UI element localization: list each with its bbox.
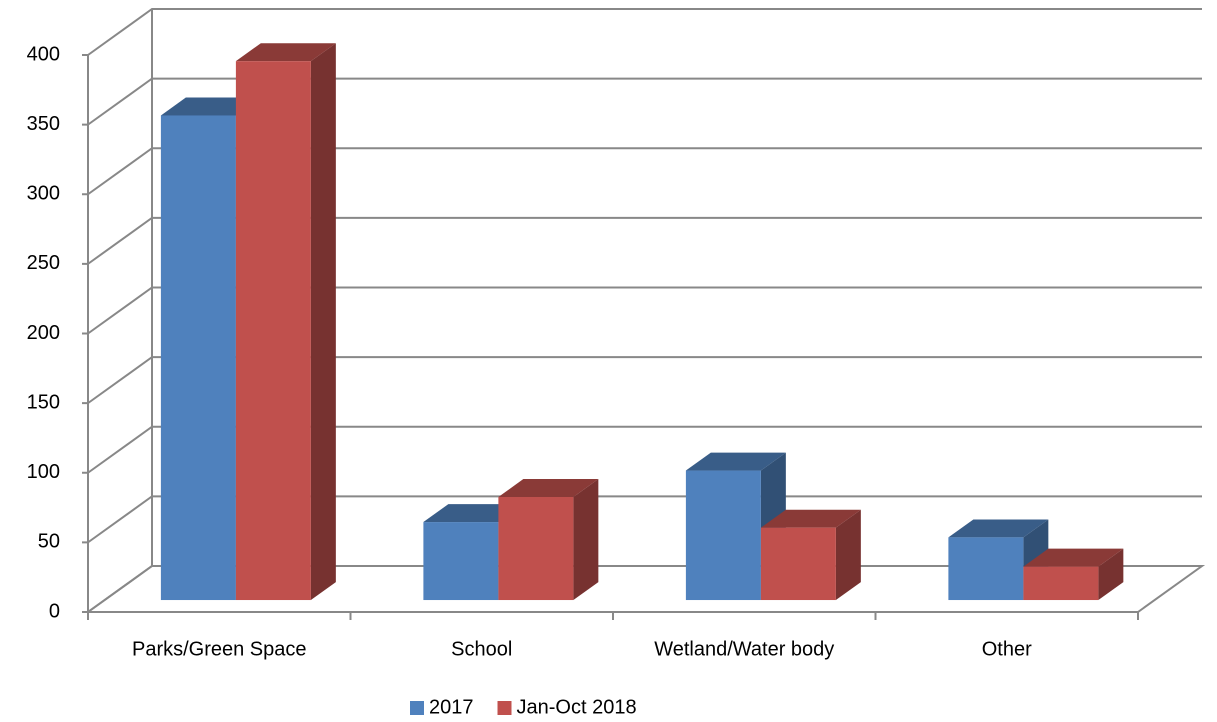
grid-line — [87, 425, 1202, 474]
y-tick-label: 0 — [49, 600, 60, 622]
y-tick-label: 300 — [27, 183, 60, 205]
legend-swatch — [497, 701, 512, 715]
bar-top — [498, 479, 599, 497]
bar — [498, 496, 574, 601]
y-tick-label: 100 — [27, 461, 60, 483]
bar — [948, 537, 1024, 601]
bar-side — [835, 509, 861, 601]
y-tick-label: 400 — [27, 43, 60, 65]
grid-line — [87, 8, 1202, 56]
bar — [760, 527, 836, 601]
grid-line — [87, 495, 1202, 544]
bar-side — [310, 43, 336, 601]
grid-line — [87, 286, 1202, 335]
x-tick-label: Wetland/Water body — [654, 638, 834, 660]
legend-swatch — [410, 701, 424, 715]
bar-top — [235, 43, 336, 62]
bar-side — [1098, 548, 1124, 601]
grid-line — [87, 77, 1202, 126]
bar-top — [760, 509, 861, 528]
grid-line — [87, 356, 1202, 404]
y-tick-label: 350 — [27, 113, 60, 135]
bar — [685, 470, 761, 601]
y-tick-label: 150 — [27, 391, 60, 413]
bar — [423, 522, 499, 601]
bar — [1023, 566, 1099, 601]
x-tick-label: School — [451, 638, 512, 660]
bar-side — [573, 479, 599, 601]
bar — [160, 115, 236, 601]
y-tick-label: 250 — [27, 252, 60, 274]
grid-line — [87, 216, 1202, 265]
bar — [235, 61, 311, 601]
grid-line — [87, 147, 1202, 196]
x-tick-label: Parks/Green Space — [132, 638, 307, 660]
bar-top — [423, 504, 524, 523]
x-tick-label: Other — [982, 638, 1032, 660]
bar-top — [160, 97, 261, 116]
legend-label: 2017 — [429, 696, 474, 718]
bar-top — [948, 519, 1049, 538]
y-tick-label: 50 — [38, 531, 60, 553]
bar-top — [685, 452, 786, 471]
bar-top — [1023, 548, 1124, 567]
legend-label: Jan-Oct 2018 — [517, 696, 637, 718]
y-tick-label: 200 — [27, 322, 60, 344]
